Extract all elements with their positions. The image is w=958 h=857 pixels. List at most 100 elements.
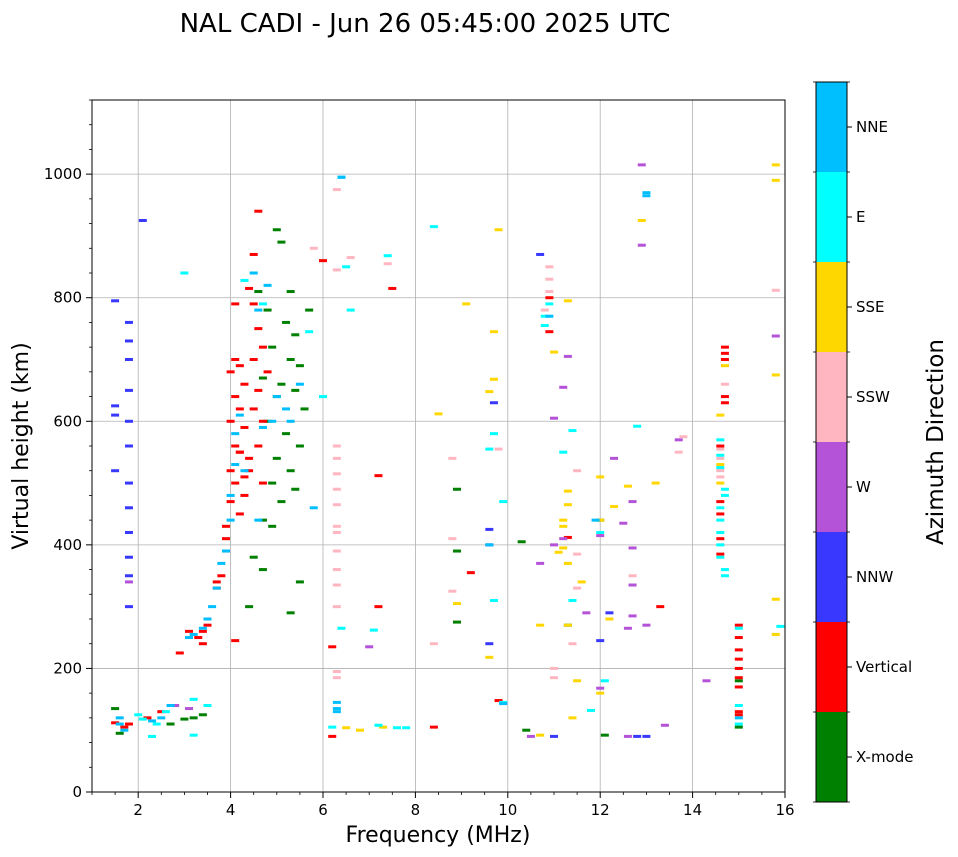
echo-point-ssw <box>545 265 554 269</box>
echo-point-vertical <box>217 574 226 578</box>
echo-point-e <box>337 626 346 630</box>
echo-point-x-mode <box>291 388 300 392</box>
x-axis: 2 4 6 8 10 12 14 16 <box>91 792 795 819</box>
echo-point-w <box>559 385 568 389</box>
echo-point-nne <box>332 707 341 711</box>
echo-point-x-mode <box>452 487 461 491</box>
echo-point-vertical <box>221 524 230 528</box>
echo-point-nne <box>263 283 272 287</box>
echo-point-x-mode <box>277 382 286 386</box>
echo-point-sse <box>716 481 725 485</box>
echo-point-vertical <box>254 388 263 392</box>
echo-point-nnw <box>111 413 120 417</box>
echo-point-vertical <box>221 537 230 541</box>
x-tick-label: 2 <box>133 801 143 819</box>
echo-point-x-mode <box>272 456 281 460</box>
echo-point-ssw <box>383 262 392 266</box>
echo-point-w <box>536 561 545 565</box>
echo-point-nne <box>642 194 651 198</box>
echo-point-x-mode <box>300 407 309 411</box>
echo-point-nnw <box>485 642 494 646</box>
echo-point-x-mode <box>600 733 609 737</box>
echo-point-e <box>716 438 725 442</box>
echo-point-nne <box>240 469 249 473</box>
echo-point-ssw <box>332 670 341 674</box>
colorbar-segment-e <box>816 172 847 262</box>
echo-point-nnw <box>550 734 558 738</box>
echo-point-e <box>720 493 729 497</box>
echo-point-nne <box>485 543 494 547</box>
echo-point-vertical <box>734 636 743 640</box>
echo-point-e <box>633 424 642 428</box>
echo-point-ssw <box>573 552 582 556</box>
echo-point-nne <box>231 432 240 436</box>
echo-point-vertical <box>245 456 254 460</box>
colorbar-category-label: SSW <box>856 388 890 406</box>
echo-point-w <box>771 334 780 338</box>
echo-point-nne <box>166 704 175 707</box>
echo-point-w <box>642 623 651 627</box>
echo-point-vertical <box>245 469 254 473</box>
echo-point-e <box>342 265 351 269</box>
echo-point-w <box>550 416 558 420</box>
echo-point-e <box>134 713 143 717</box>
echo-point-ssw <box>448 537 457 541</box>
echo-point-e <box>402 726 411 730</box>
echo-point-vertical <box>258 345 267 349</box>
echo-point-vertical <box>124 722 133 726</box>
echo-point-vertical <box>157 710 166 714</box>
echo-point-nne <box>337 175 346 179</box>
echo-point-ssw <box>332 268 341 272</box>
x-tick-label: 14 <box>683 801 702 819</box>
echo-point-vertical <box>212 580 221 584</box>
echo-point-x-mode <box>263 419 272 423</box>
echo-point-vertical <box>231 444 240 448</box>
echo-point-sse <box>596 475 605 479</box>
echo-point-nnw <box>536 252 545 256</box>
y-tick-label: 1000 <box>44 165 82 183</box>
echo-point-sse <box>771 178 780 182</box>
echo-point-e <box>189 697 198 701</box>
echo-point-x-mode <box>111 707 120 711</box>
x-tick-label: 6 <box>318 801 328 819</box>
echo-point-x-mode <box>277 240 286 244</box>
echo-point-ssw <box>332 444 341 448</box>
echo-point-w <box>674 438 683 442</box>
echo-point-x-mode <box>277 500 286 504</box>
echo-point-ssw <box>429 642 438 646</box>
echo-point-x-mode <box>286 358 295 361</box>
echo-point-nne <box>258 425 267 429</box>
echo-point-sse <box>559 546 568 550</box>
echo-point-w <box>637 243 646 247</box>
echo-point-w <box>702 679 711 683</box>
echo-point-nnw <box>124 320 133 324</box>
echo-point-w <box>623 734 632 738</box>
echo-point-e <box>545 302 554 306</box>
colorbar-segment-x-mode <box>816 712 847 802</box>
echo-point-nnw <box>124 531 133 534</box>
echo-point-sse <box>568 716 577 720</box>
echo-point-ssw <box>332 583 341 587</box>
echo-point-ssw <box>716 475 725 479</box>
echo-point-e <box>776 624 785 628</box>
colorbar-category-label: W <box>856 478 871 496</box>
echo-point-w <box>660 723 669 727</box>
echo-point-w <box>628 614 637 618</box>
echo-point-x-mode <box>291 333 300 337</box>
echo-point-ssw <box>332 456 341 460</box>
colorbar-segment-sse <box>816 262 847 352</box>
echo-point-vertical <box>563 535 572 539</box>
echo-point-w <box>596 534 605 538</box>
echo-point-e <box>568 429 577 433</box>
echo-point-sse <box>342 726 351 730</box>
echo-point-sse <box>771 163 780 167</box>
echo-point-nne <box>185 636 194 640</box>
plot-frame <box>91 99 786 793</box>
echo-point-e <box>716 453 725 457</box>
echo-point-vertical <box>258 481 267 485</box>
echo-point-e <box>138 717 147 721</box>
echo-point-e <box>716 518 725 522</box>
echo-point-ssw <box>448 589 457 593</box>
echo-point-x-mode <box>734 725 743 729</box>
echo-point-vertical <box>231 481 240 485</box>
